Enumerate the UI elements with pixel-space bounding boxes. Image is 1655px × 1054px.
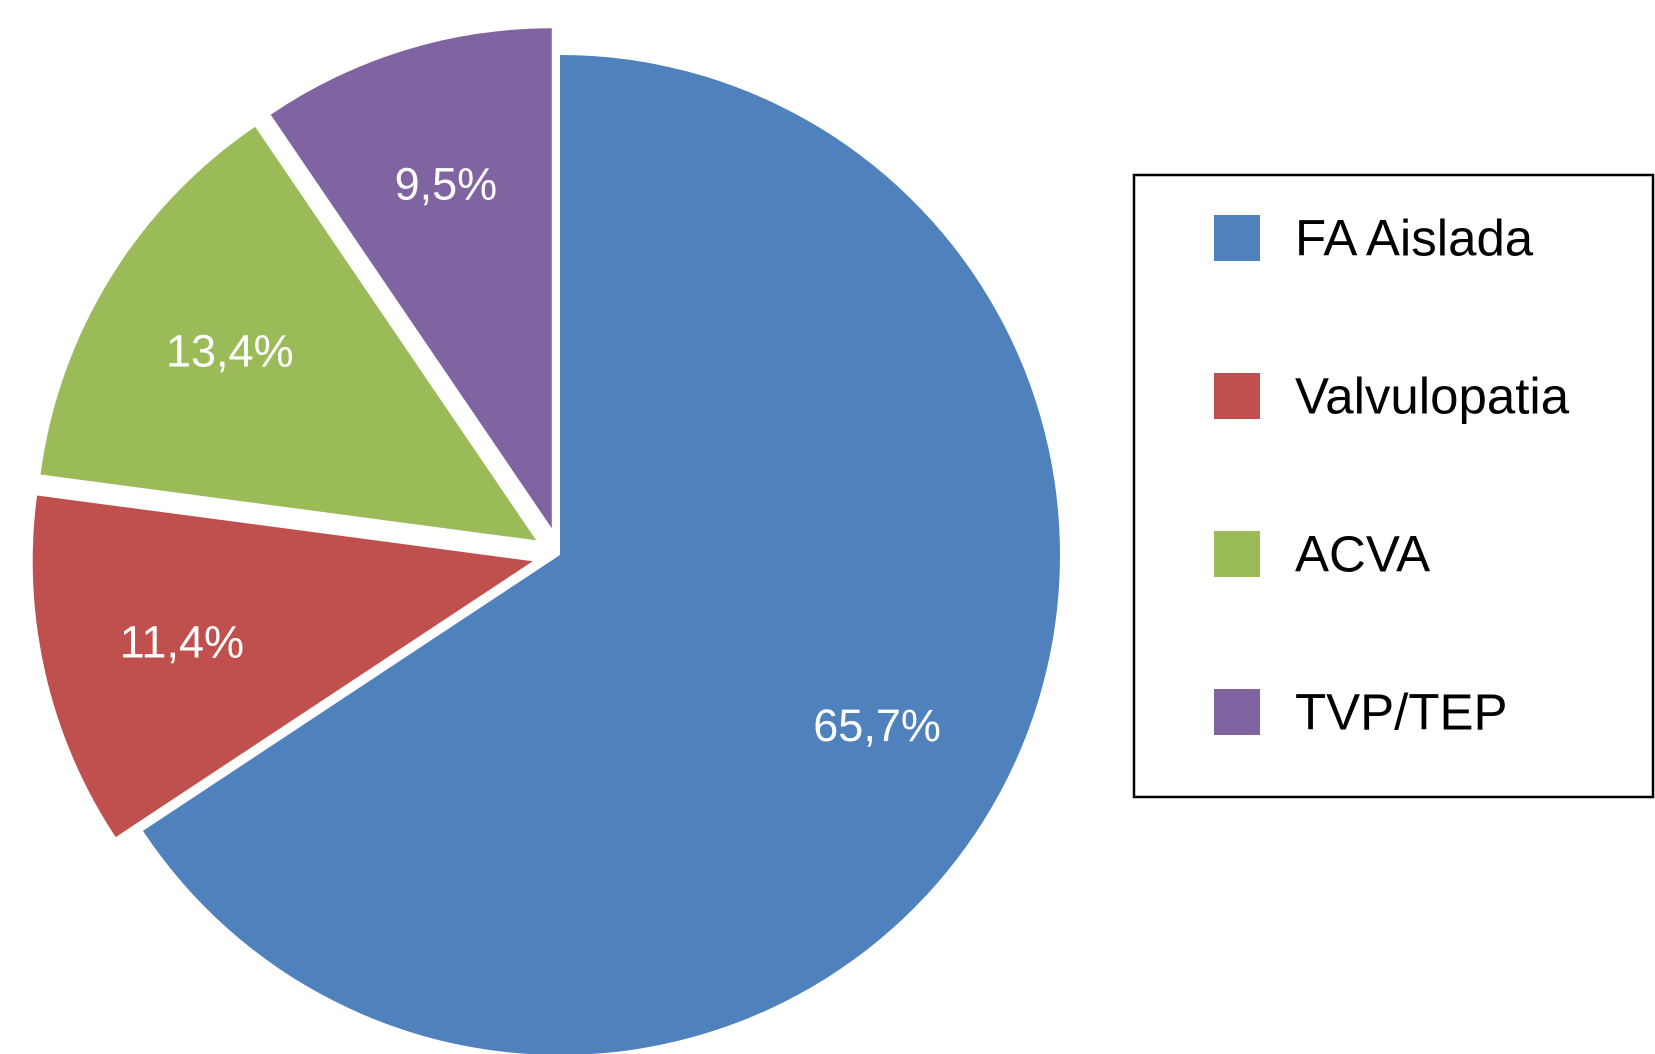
pie-slices — [32, 28, 1060, 1054]
legend-label-valvulopatia: Valvulopatia — [1295, 368, 1570, 425]
pie-slice-fa-aislada — [142, 55, 1060, 1054]
slice-label-fa-aislada: 65,7% — [813, 700, 941, 751]
legend: FA Aislada Valvulopatia ACVA TVP/TEP — [1132, 173, 1655, 799]
slice-label-tvp-tep: 9,5% — [395, 159, 498, 210]
pie-slice-tvp-tep — [270, 28, 552, 529]
legend-label-tvp-tep: TVP/TEP — [1295, 684, 1508, 741]
legend-swatch-fa-aislada — [1214, 215, 1260, 261]
slice-label-acva: 13,4% — [166, 326, 294, 377]
slice-labels: 65,7% 11,4% 13,4% 9,5% — [120, 159, 941, 751]
legend-label-acva: ACVA — [1295, 526, 1430, 583]
pie-slice-valvulopatia — [32, 495, 533, 838]
pie-slice-acva — [40, 126, 537, 541]
slice-label-valvulopatia: 11,4% — [120, 617, 244, 668]
legend-swatch-valvulopatia — [1214, 373, 1260, 419]
legend-label-fa-aislada: FA Aislada — [1295, 210, 1534, 267]
legend-swatch-tvp-tep — [1214, 689, 1260, 735]
legend-swatch-acva — [1214, 531, 1260, 577]
